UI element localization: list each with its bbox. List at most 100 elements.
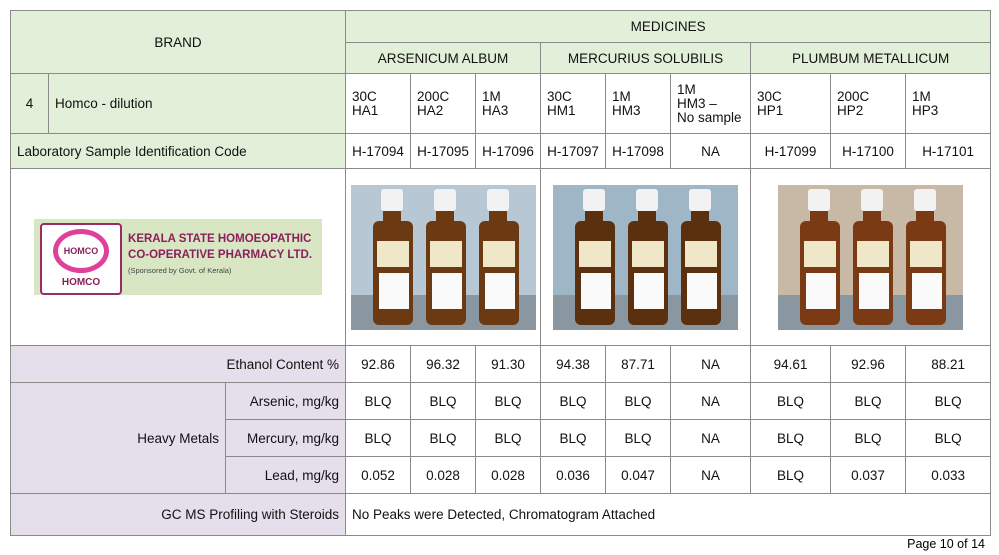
photo-shape [376,240,409,267]
potency: 30C HP1 [750,73,832,134]
logo-text: KERALA STATE HOMOEOPATHIC [128,233,312,245]
metal-value: 0.033 [905,456,992,494]
table-row: 4 Homco - dilution 30C HA1 200C HA2 1M HA3 30C HM… [10,73,992,134]
photo-shape [914,188,937,211]
potency-line: HA3 [482,102,509,118]
metal-value: 0.037 [830,456,907,494]
photo-shape [486,188,509,211]
lab-code-label: Laboratory Sample Identification Code [9,133,347,169]
potency-line: 200C [837,88,870,104]
photo-shape [810,210,829,221]
photo-shape [634,272,665,309]
metal-value: BLQ [345,419,412,457]
metal-value: BLQ [750,382,832,420]
table-row: BRAND MEDICINES [9,10,992,74]
metal-label: Mercury, mg/kg [224,419,347,457]
medicine-group: ARSENICUM ALBUM [345,42,542,74]
metal-value: 0.028 [410,456,477,494]
photo-shape [378,272,409,309]
photo-shape [806,272,837,309]
metal-value: BLQ [410,419,477,457]
table-row: Lead, mg/kg 0.052 0.028 0.028 0.036 0.047 NA BL… [11,456,992,494]
potency-line: 1M [677,81,696,97]
metal-value: BLQ [905,419,992,457]
potency: 1M HM3 [605,73,672,134]
metal-value: NA [670,382,752,420]
lab-code: H-17094 [345,133,412,169]
potency-line: HP1 [757,102,784,118]
photo-shape [583,188,606,211]
logo-cell: HOMCO HOMCO KERALA STATE HOMOEOPATHIC CO-OP… [9,168,347,346]
metal-label: Lead, mg/kg [224,456,347,494]
metal-value: 0.052 [345,456,412,494]
lab-code: H-17099 [750,133,832,169]
potency-line: HA2 [417,102,444,118]
photo-shape [910,240,943,267]
potency-line: No sample [677,109,742,125]
table-row: Ethanol Content % 92.86 96.32 91.30 94.38 87.… [9,345,992,383]
potency-line: 1M [612,88,631,104]
potency-line: HA1 [352,102,379,118]
photo-shape [482,240,515,267]
potency-line: HP3 [912,102,939,118]
metal-value: BLQ [750,456,832,494]
metal-value: BLQ [410,382,477,420]
potency-line: 30C [352,88,377,104]
metal-value: BLQ [750,419,832,457]
metal-value: BLQ [830,382,907,420]
photo-shape [808,188,831,211]
lab-code: H-17098 [605,133,672,169]
metal-value: BLQ [475,419,542,457]
photo-shape [484,272,515,309]
photo-shape [861,188,884,211]
gcms-value: No Peaks were Detected, Chromatogram Att… [345,493,992,536]
photo-shape [685,240,718,267]
photo-shape [859,272,890,309]
ethanol-value: 92.96 [830,345,907,383]
photo-shape [916,210,935,221]
photo-shape [636,188,659,211]
photo-shape [431,272,462,309]
medicine-group: PLUMBUM METALLICUM [750,42,992,74]
photo-shape [579,240,612,267]
photo-shape [433,188,456,211]
potency-line: HP2 [837,102,864,118]
potency: 200C HP2 [830,73,907,134]
potency: 1M HP3 [905,73,992,134]
document: BRAND MEDICINES ARSENICUM ALBUM MERCURIUS S… [9,10,992,536]
table-row: GC MS Profiling with Steroids No Peaks we… [9,493,992,536]
metal-label: Arsenic, mg/kg [224,382,347,420]
bottle-photo [553,184,739,330]
ethanol-value: NA [670,345,752,383]
photo-shape [857,240,890,267]
potency-line: HM3 – [677,95,717,111]
heavy-metals-label: Heavy Metals [10,382,226,494]
table-row: ARSENICUM ALBUM MERCURIUS SOLUBILIS PLUMBU… [11,42,992,74]
lab-code: H-17101 [905,133,992,169]
potency: 30C HA1 [345,73,412,134]
potency-line: 1M [482,88,501,104]
metal-value: BLQ [475,382,542,420]
potency-line: 200C [417,88,450,104]
lab-code: H-17096 [475,133,542,169]
table-row: Laboratory Sample Identification Code H-1… [9,133,992,169]
page-number: Page 10 of 14 [907,537,985,551]
table-row: HOMCO HOMCO KERALA STATE HOMOEOPATHIC CO-OP… [9,168,992,346]
product-number: 4 [10,73,49,134]
photo-shape [585,210,604,221]
bottle-photo [778,184,964,330]
potency-line: 30C [757,88,782,104]
lab-code: H-17095 [410,133,477,169]
metal-value: BLQ [605,382,672,420]
potency-line: HM3 [612,102,641,118]
metal-value: NA [670,419,752,457]
bottle-photo [350,184,536,330]
metal-value: NA [670,456,752,494]
ethanol-value: 92.86 [345,345,412,383]
table-row: Mercury, mg/kg BLQ BLQ BLQ BLQ BLQ NA BLQ BLQ BLQ [11,419,992,457]
photo-shape [912,272,943,309]
potency: 30C HM1 [540,73,607,134]
photo-shape [691,210,710,221]
photo-shape [689,188,712,211]
ethanol-value: 88.21 [905,345,992,383]
